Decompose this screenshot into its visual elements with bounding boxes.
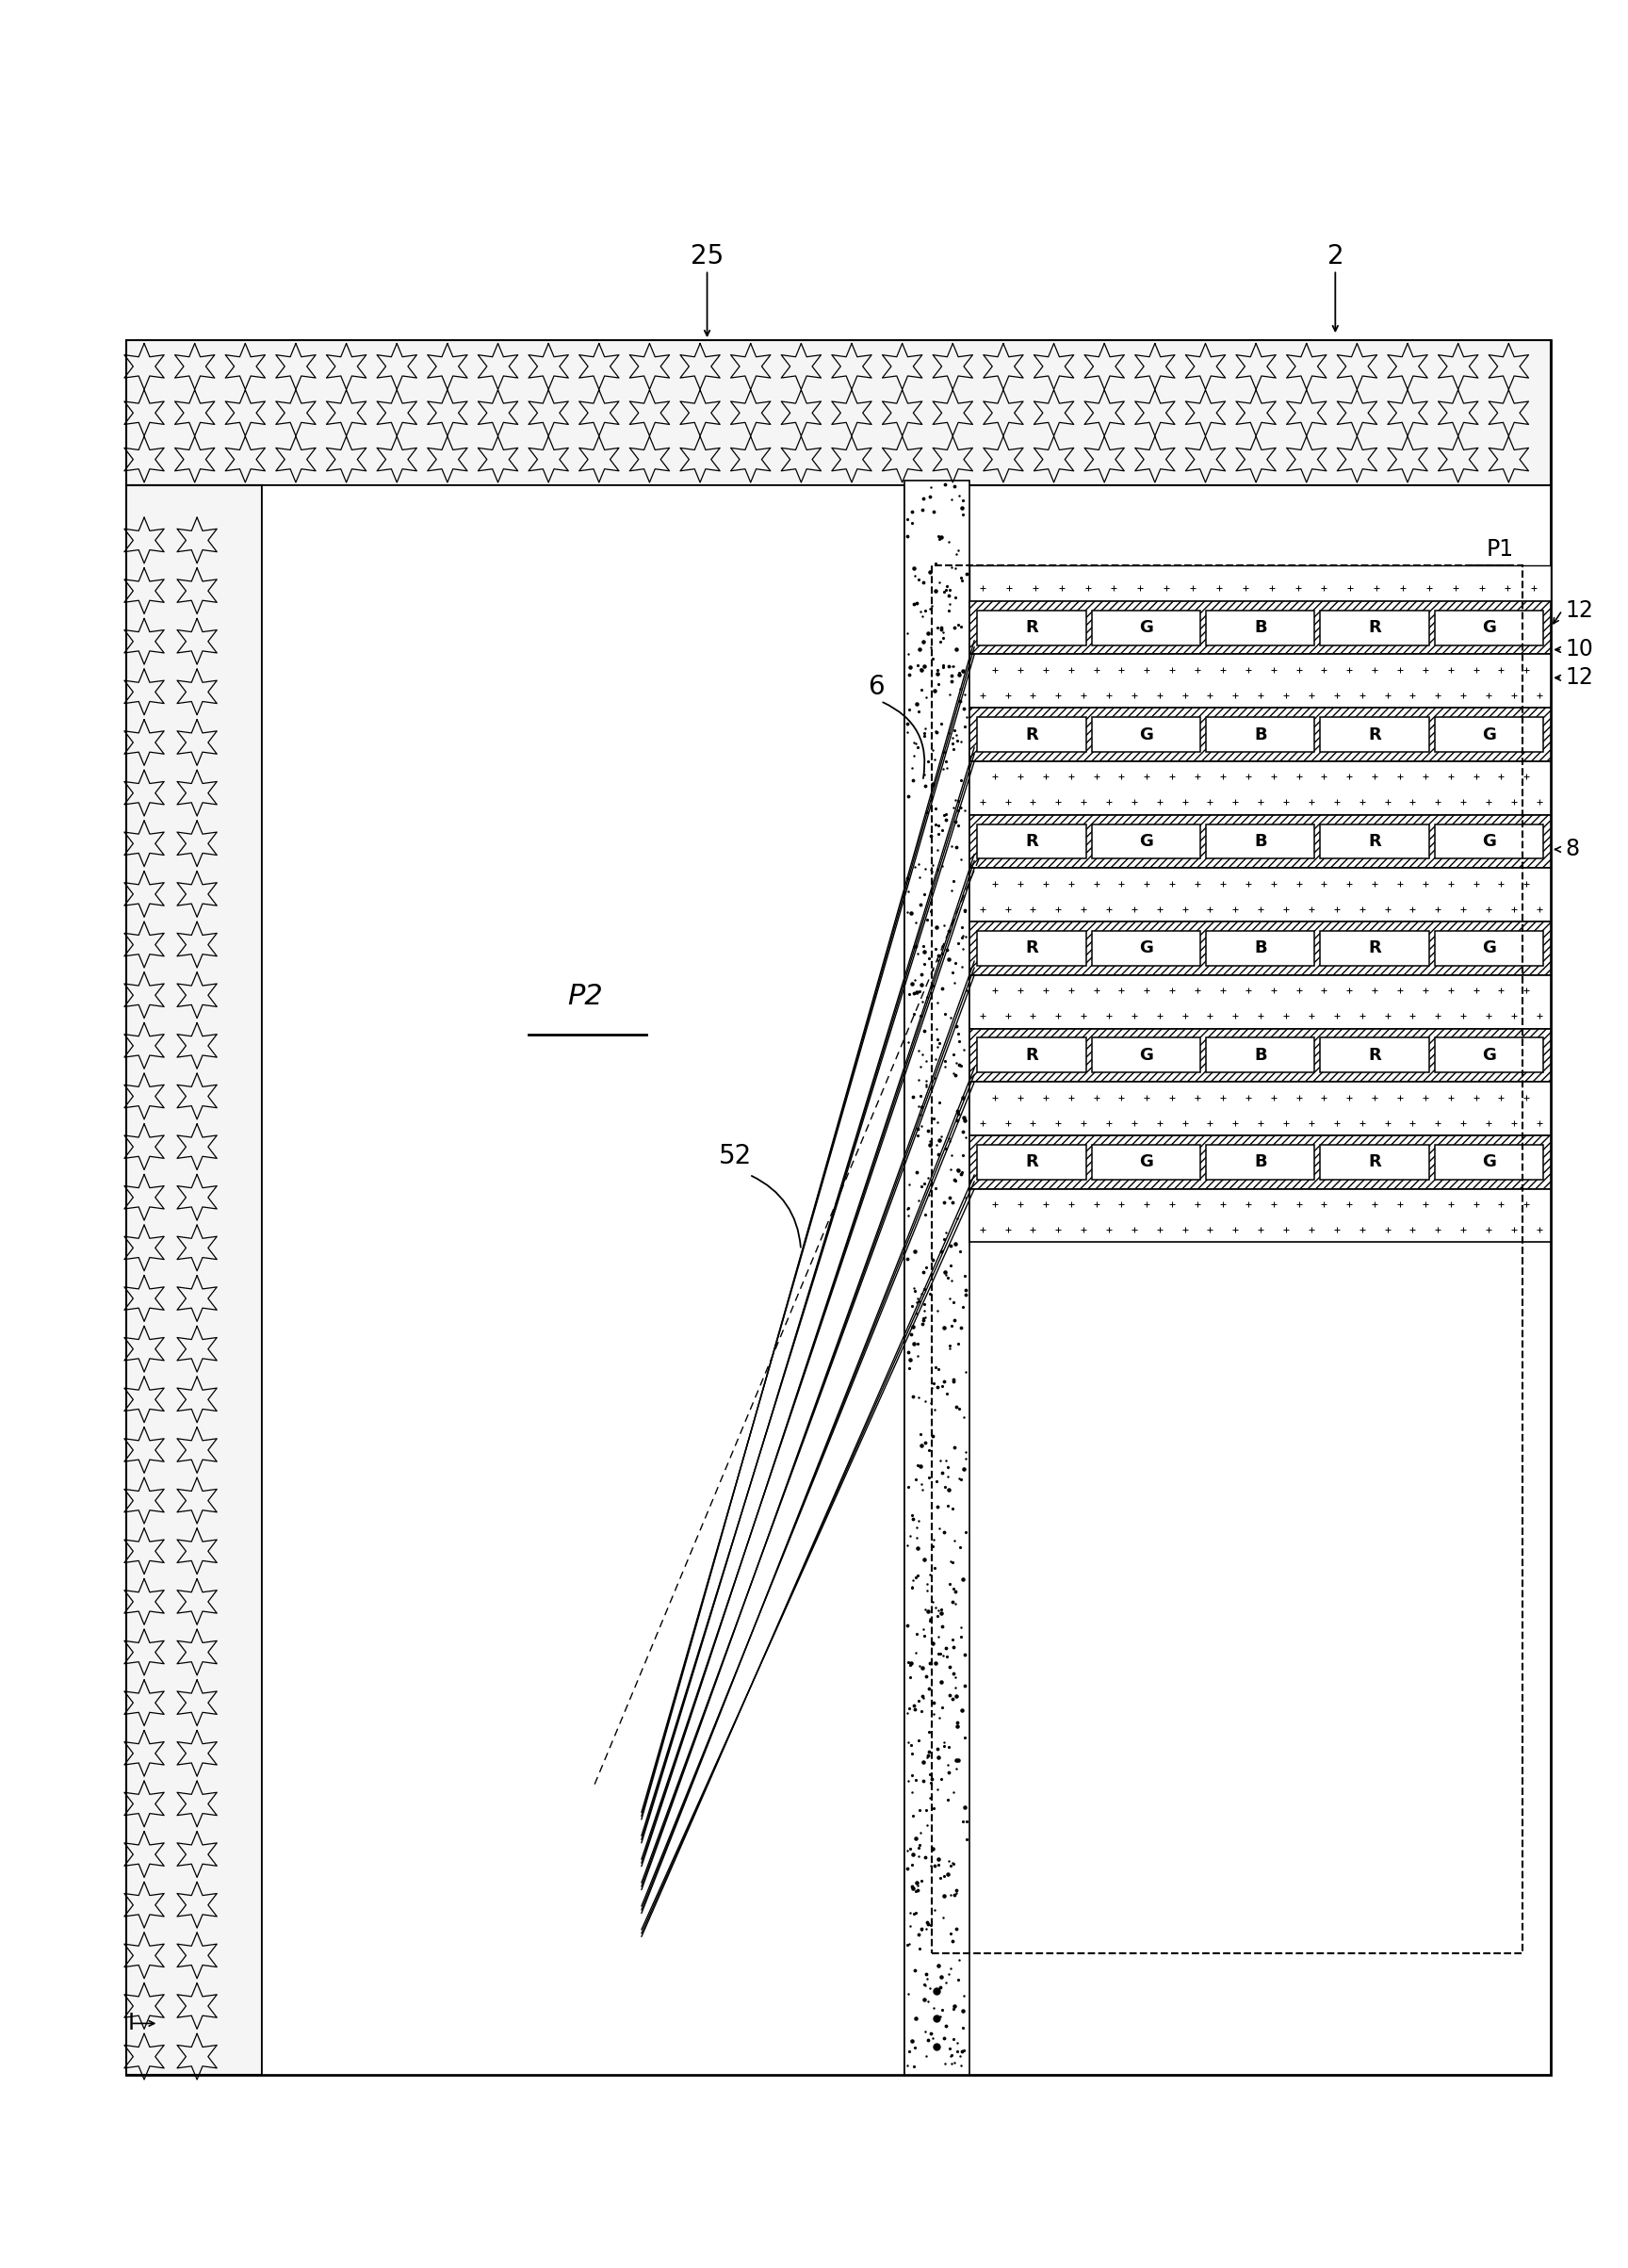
Text: B: B xyxy=(1254,1154,1267,1170)
Bar xyxy=(1091,610,1200,644)
Bar xyxy=(904,481,970,2075)
Text: G: G xyxy=(1140,726,1153,744)
Bar xyxy=(970,762,1551,814)
Text: P1: P1 xyxy=(1486,538,1514,560)
Bar xyxy=(1320,930,1429,966)
Bar xyxy=(1434,1039,1543,1073)
Bar xyxy=(1091,823,1200,860)
Text: R: R xyxy=(1026,726,1039,744)
Bar xyxy=(970,975,1551,1027)
Bar xyxy=(970,921,1551,975)
Bar xyxy=(1091,717,1200,753)
Text: R: R xyxy=(1368,1154,1381,1170)
Text: 12: 12 xyxy=(1565,599,1594,621)
Bar xyxy=(977,1039,1086,1073)
Bar xyxy=(933,565,1522,1953)
Bar xyxy=(970,565,1551,601)
Text: B: B xyxy=(1254,726,1267,744)
Text: G: G xyxy=(1140,619,1153,635)
Bar xyxy=(1320,823,1429,860)
Text: G: G xyxy=(1481,619,1496,635)
Bar xyxy=(1434,930,1543,966)
Bar xyxy=(1206,1039,1315,1073)
Bar xyxy=(1320,1145,1429,1179)
Bar xyxy=(970,1082,1551,1136)
Bar xyxy=(1206,610,1315,644)
Bar xyxy=(1434,610,1543,644)
Bar xyxy=(262,485,904,2075)
Text: R: R xyxy=(1368,619,1381,635)
Bar xyxy=(970,814,1551,869)
Bar xyxy=(1434,717,1543,753)
Text: G: G xyxy=(1481,939,1496,957)
Bar xyxy=(125,340,1551,2075)
Text: R: R xyxy=(1368,1048,1381,1064)
Text: 10: 10 xyxy=(1565,637,1594,660)
Bar xyxy=(970,869,1551,921)
Bar xyxy=(1206,930,1315,966)
Text: 25: 25 xyxy=(690,243,724,270)
Text: G: G xyxy=(1481,832,1496,850)
Bar xyxy=(1320,1039,1429,1073)
Bar xyxy=(1206,717,1315,753)
Text: G: G xyxy=(1140,939,1153,957)
Text: 6: 6 xyxy=(868,674,884,701)
Bar xyxy=(977,717,1086,753)
Bar xyxy=(125,485,262,2075)
Bar xyxy=(1206,823,1315,860)
Bar xyxy=(1434,823,1543,860)
Text: R: R xyxy=(1368,939,1381,957)
Text: R: R xyxy=(1368,832,1381,850)
Text: R: R xyxy=(1026,1154,1039,1170)
Text: R: R xyxy=(1026,1048,1039,1064)
Text: R: R xyxy=(1026,832,1039,850)
Bar xyxy=(1091,1039,1200,1073)
Bar xyxy=(125,340,1551,485)
Text: G: G xyxy=(1481,1048,1496,1064)
Text: B: B xyxy=(1254,832,1267,850)
Text: 2: 2 xyxy=(1327,243,1343,270)
Bar xyxy=(1206,1145,1315,1179)
Text: G: G xyxy=(1481,1154,1496,1170)
Bar xyxy=(970,655,1551,708)
Text: 12: 12 xyxy=(1565,667,1594,689)
Bar xyxy=(977,1145,1086,1179)
Bar xyxy=(970,1188,1551,1243)
Bar xyxy=(970,1136,1551,1188)
Text: B: B xyxy=(1254,1048,1267,1064)
Bar xyxy=(1434,1145,1543,1179)
Bar xyxy=(977,823,1086,860)
Text: G: G xyxy=(1481,726,1496,744)
Text: B: B xyxy=(1254,619,1267,635)
Text: I: I xyxy=(127,2012,135,2034)
Text: 8: 8 xyxy=(1565,839,1579,862)
Text: G: G xyxy=(1140,1048,1153,1064)
Text: 52: 52 xyxy=(718,1143,752,1170)
Text: G: G xyxy=(1140,1154,1153,1170)
Bar xyxy=(1091,930,1200,966)
Bar xyxy=(977,930,1086,966)
Text: R: R xyxy=(1026,619,1039,635)
Text: P2: P2 xyxy=(568,982,602,1009)
Bar xyxy=(970,1027,1551,1082)
Bar xyxy=(970,601,1551,655)
Bar xyxy=(970,708,1551,762)
Bar xyxy=(1320,610,1429,644)
Text: R: R xyxy=(1026,939,1039,957)
Text: R: R xyxy=(1368,726,1381,744)
Text: G: G xyxy=(1140,832,1153,850)
Bar xyxy=(1320,717,1429,753)
Text: B: B xyxy=(1254,939,1267,957)
Bar xyxy=(1091,1145,1200,1179)
Bar xyxy=(977,610,1086,644)
